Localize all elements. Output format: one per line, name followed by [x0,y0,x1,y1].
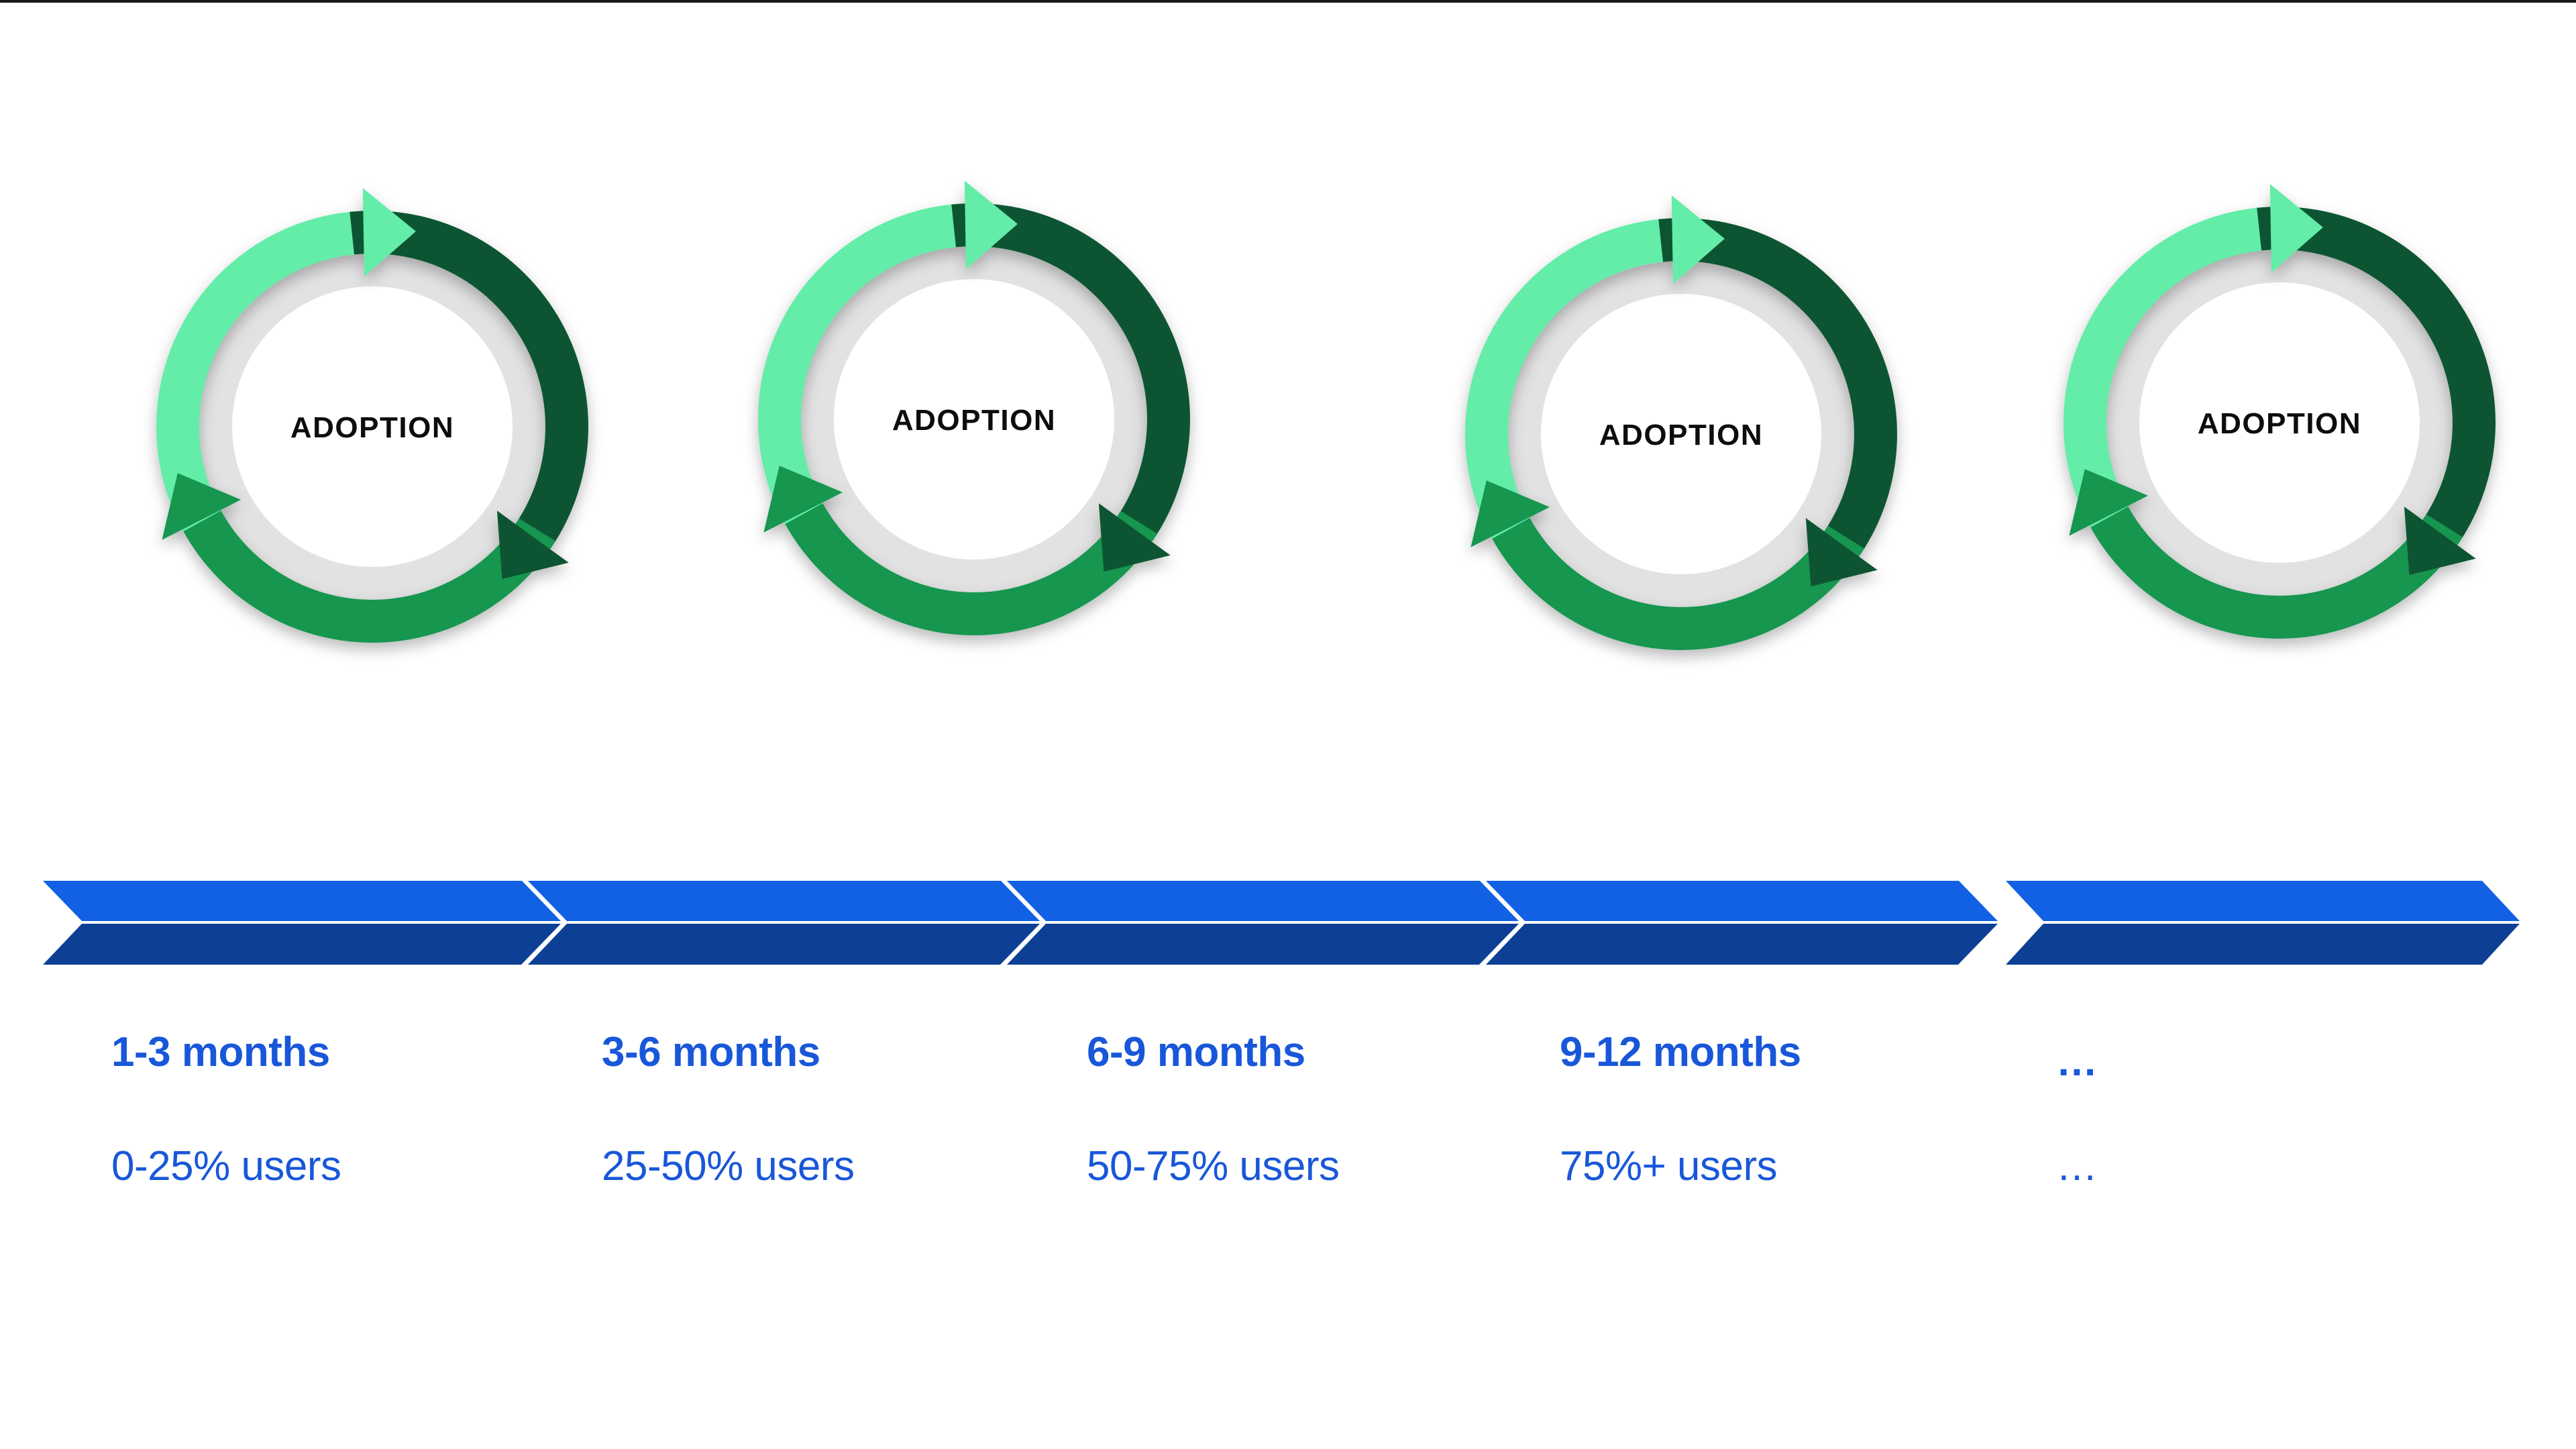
timeline-segment-5-bottom [2006,924,2520,965]
timeline-label-column-2: 3-6 months 25-50% users [602,1032,855,1187]
top-border [0,0,2576,3]
period-label: … [2056,1038,2098,1085]
timeline-segment-1-top [43,881,561,921]
cycle-arc-medium [2090,506,2463,639]
cycle-arrows [758,180,1190,635]
cycle-arc-dark [2257,207,2496,544]
cycle-arrowhead-mint [964,180,1018,270]
cycle-center [834,279,1114,559]
timeline-segment-2-top [528,881,1040,921]
users-label: 25-50% users [602,1143,855,1189]
cycle-arrowhead-medium [1470,480,1550,547]
cycle-arrowhead-mint [2269,184,2323,273]
period-label: 6-9 months [1087,1029,1305,1075]
users-label: 0-25% users [111,1143,341,1189]
cycle-arrows [2063,184,2496,639]
cycle-arc-dark [951,203,1190,541]
cycle-arc-medium [785,502,1158,635]
timeline-label-column-3: 6-9 months 50-75% users [1087,1032,1340,1187]
adoption-cycle-3: ADOPTION [1465,195,1897,650]
cycle-arc-medium [1492,517,1865,650]
cycle-label: ADOPTION [892,404,1056,437]
cycle-arrowhead-mint [362,188,416,277]
users-label: … [2056,1143,2098,1189]
adoption-cycle-2: ADOPTION [758,180,1190,635]
timeline-label-column-4: 9-12 months 75%+ users [1560,1032,1801,1187]
timeline-segment-3-bottom [1007,924,1519,965]
timeline-segment-4-bottom [1486,924,1998,965]
timeline-label-column-5: … … [2056,1032,2098,1187]
adoption-cycle-4: ADOPTION [2063,184,2496,639]
cycle-arc-dark [1658,218,1897,555]
cycle-arrowhead-mint [1671,195,1725,284]
cycle-arc-mint [156,211,364,541]
cycle-arc-medium [183,510,556,643]
timeline-segment-3-top [1007,881,1519,921]
cycle-arrows [1465,195,1897,650]
timeline-segment-2-bottom [528,924,1040,965]
cycle-arrowhead-medium [763,466,843,533]
cycle-arrowhead-dark [496,511,569,580]
cycle-arc-mint [2063,207,2271,537]
timeline-label-column-1: 1-3 months 0-25% users [111,1032,341,1187]
period-label: 9-12 months [1560,1029,1801,1075]
users-label: 50-75% users [1087,1143,1340,1189]
cycle-arrowhead-dark [1098,503,1171,572]
cycle-center [1541,294,1821,574]
cycle-arrowhead-medium [2069,469,2149,536]
cycle-center [2139,282,2420,563]
cycle-arc-mint [758,203,965,534]
cycle-arrowhead-dark [1805,518,1878,587]
users-label: 75%+ users [1560,1143,1778,1189]
cycle-label: ADOPTION [1599,419,1763,451]
cycle-arrowhead-dark [2404,506,2476,576]
cycle-center [232,286,513,567]
adoption-cycle-1: ADOPTION [156,188,588,643]
timeline-segment-4-top [1486,881,1998,921]
cycle-arrows [156,188,588,643]
cycle-arc-dark [350,211,588,548]
cycle-label: ADOPTION [2198,407,2361,440]
cycle-arc-mint [1465,218,1672,549]
timeline-segment-1-bottom [43,924,561,965]
timeline-segment-5-top [2006,881,2520,921]
period-label: 3-6 months [602,1029,820,1075]
cycle-label: ADOPTION [290,411,454,444]
period-label: 1-3 months [111,1029,330,1075]
cycle-arrowhead-medium [162,473,241,540]
